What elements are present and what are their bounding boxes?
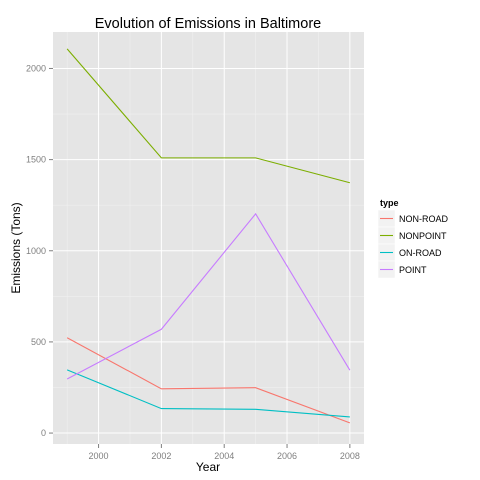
- x-tick-label: 2000: [89, 451, 109, 461]
- x-axis-ticks: 2000 2002 2004 2006 2008: [89, 444, 360, 461]
- x-tick-label: 2002: [151, 451, 171, 461]
- x-tick-label: 2004: [214, 451, 234, 461]
- legend-title: type: [380, 198, 399, 208]
- legend-items: NON-ROAD NONPOINT ON-ROAD POINT: [377, 209, 448, 279]
- x-tick-label: 2006: [277, 451, 297, 461]
- legend-label: ON-ROAD: [399, 248, 442, 258]
- y-tick-label: 2000: [26, 63, 46, 73]
- legend-label: NONPOINT: [399, 231, 447, 241]
- series-lines: [66, 48, 351, 424]
- x-axis-title: Year: [196, 460, 220, 474]
- legend-label: POINT: [399, 265, 427, 275]
- minor-gridlines: [53, 32, 364, 444]
- legend-label: NON-ROAD: [399, 214, 448, 224]
- series-line-point: [66, 212, 351, 380]
- y-axis-ticks: 0 500 1000 1500 2000: [26, 63, 53, 438]
- plot-panel: [53, 32, 364, 444]
- legend-item-nonpoint: NONPOINT: [377, 226, 447, 245]
- legend-item-on-road: ON-ROAD: [377, 243, 442, 262]
- y-axis-title: Emissions (Tons): [9, 202, 23, 293]
- series-line-non-road: [66, 337, 351, 424]
- series-line-on-road: [66, 369, 350, 418]
- major-gridlines: [53, 32, 364, 444]
- legend-item-non-road: NON-ROAD: [377, 209, 448, 228]
- legend-item-point: POINT: [377, 260, 427, 279]
- legend: type NON-ROAD NONPOINT ON-ROAD POINT: [377, 198, 448, 279]
- y-tick-label: 0: [41, 428, 46, 438]
- x-tick-label: 2008: [340, 451, 360, 461]
- series-line-nonpoint: [66, 48, 351, 184]
- y-tick-label: 1500: [26, 155, 46, 165]
- chart-title: Evolution of Emissions in Baltimore: [95, 16, 321, 32]
- y-tick-label: 500: [31, 337, 46, 347]
- y-tick-label: 1000: [26, 246, 46, 256]
